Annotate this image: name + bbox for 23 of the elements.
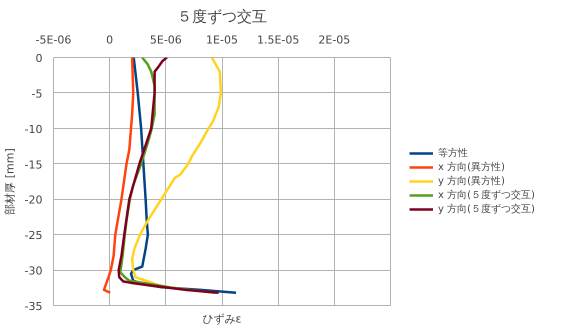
y-tick-label: -30 — [24, 264, 42, 278]
y-tick-label: -35 — [24, 300, 42, 313]
y-tick-label: 0 — [36, 52, 42, 65]
x-axis-title: ひずみε — [202, 312, 242, 326]
legend-label: y 方向(５度ずつ交互) — [438, 202, 535, 216]
legend-label: 等方性 — [438, 146, 468, 160]
x-tick-label: 5E-06 — [150, 34, 182, 46]
x-tick-label: 1E-05 — [206, 34, 238, 46]
y-axis-title: 部材厚 [mm] — [4, 148, 17, 215]
x-tick-label: 0 — [106, 34, 114, 46]
y-tick-label: -20 — [24, 194, 42, 207]
y-tick-label: -5 — [32, 87, 42, 100]
legend-label: y 方向(異方性) — [438, 174, 505, 188]
x-tick-label: 1.5E-05 — [256, 34, 300, 46]
chart-title: ５度ずつ交互 — [177, 8, 267, 26]
legend-label: x 方向(異方性) — [438, 160, 505, 174]
y-tick-label: -10 — [24, 122, 42, 136]
line-series — [102, 58, 135, 294]
legend-label: x 方向(５度ずつ交互) — [438, 188, 535, 202]
y-tick-label: -25 — [24, 229, 42, 242]
y-tick-label: -15 — [24, 158, 42, 172]
x-tick-label: 2E-05 — [318, 34, 350, 46]
x-tick-label: -5E-06 — [36, 34, 72, 46]
